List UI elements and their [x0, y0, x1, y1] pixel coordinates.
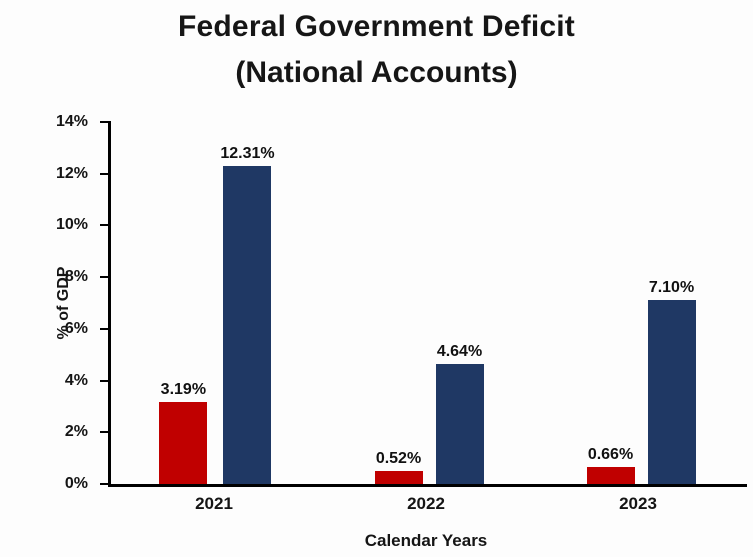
navy-series-bar-wrap: 4.64% — [435, 122, 484, 484]
y-tick-mark — [100, 431, 111, 434]
chart-title: Federal Government Deficit — [178, 10, 575, 43]
bar-value-label: 0.66% — [587, 445, 634, 463]
x-category-label: 2022 — [407, 494, 445, 513]
red-series-bar — [159, 401, 208, 484]
red-series-bar-wrap: 0.52% — [374, 122, 423, 484]
bar-value-label: 3.19% — [160, 380, 207, 398]
x-category-label: 2021 — [195, 494, 233, 513]
navy-series-bar-wrap: 12.31% — [220, 122, 275, 484]
bar-value-label: 0.52% — [375, 449, 422, 467]
bar-group-2021: 3.19% 12.31% — [111, 122, 323, 484]
navy-series-bar — [223, 165, 272, 484]
x-axis-title: Calendar Years — [364, 531, 488, 550]
bar-value-label: 12.31% — [220, 144, 275, 162]
y-tick-label: 4% — [64, 371, 88, 389]
y-tick-mark — [100, 276, 111, 279]
y-tick-mark — [100, 121, 111, 123]
y-tick-mark — [100, 327, 111, 330]
chart-subtitle: (National Accounts) — [235, 56, 518, 89]
x-axis-labels: 2021 2022 2023 — [108, 494, 744, 514]
y-tick-label: 14% — [55, 113, 88, 130]
bar-value-label: 4.64% — [436, 343, 483, 361]
bar-group-2022: 0.52% 4.64% — [323, 122, 535, 484]
y-tick-label: 6% — [64, 319, 88, 337]
y-tick-mark — [100, 379, 111, 382]
plot-area: 3.19% 12.31% 0.52% 4.64% 0.66% 7.10% — [100, 121, 747, 487]
bar-group-2023: 0.66% 7.10% — [535, 122, 747, 484]
red-series-bar — [374, 470, 423, 484]
y-axis-ticks: 0% 2% 4% 6% 8% 10% 12% 14% — [0, 114, 98, 492]
y-tick-label: 2% — [64, 423, 88, 441]
red-series-bar-wrap: 0.66% — [586, 122, 635, 484]
y-tick-mark — [100, 224, 111, 227]
red-series-bar-wrap: 3.19% — [159, 122, 208, 484]
navy-series-bar — [435, 364, 484, 484]
red-series-bar — [586, 466, 635, 484]
x-category-label: 2023 — [619, 494, 657, 513]
navy-series-bar — [647, 300, 696, 484]
y-tick-label: 12% — [55, 164, 88, 182]
y-tick-label: 0% — [64, 475, 88, 492]
navy-series-bar-wrap: 7.10% — [647, 122, 696, 484]
y-tick-label: 8% — [64, 268, 88, 286]
y-tick-mark — [100, 172, 111, 175]
y-tick-mark — [100, 483, 111, 485]
y-tick-label: 10% — [55, 216, 88, 234]
bar-value-label: 7.10% — [648, 279, 695, 297]
